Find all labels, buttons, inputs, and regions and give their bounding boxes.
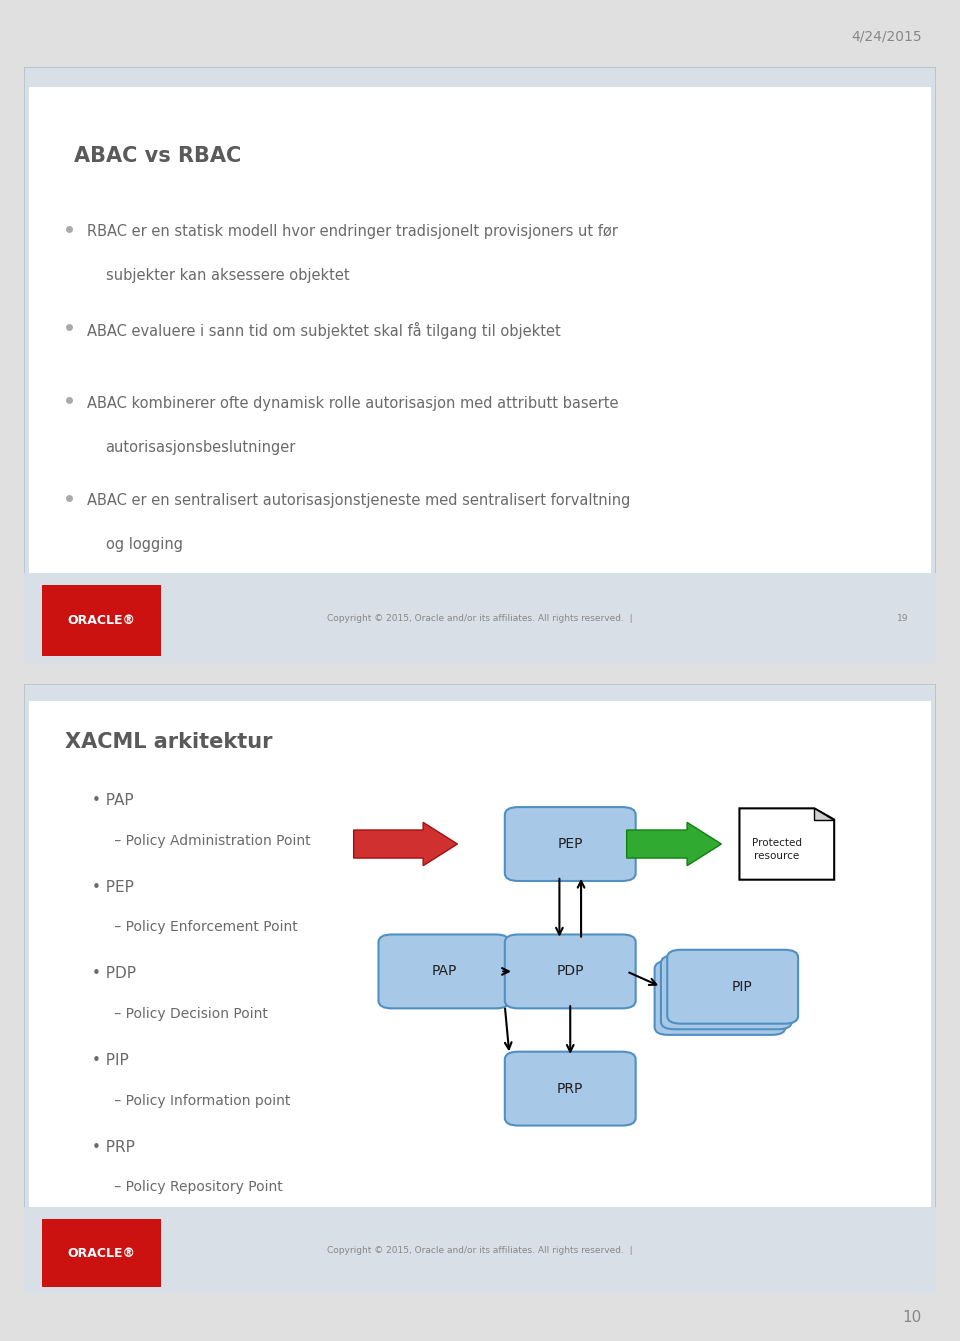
Text: ORACLE®: ORACLE® (67, 614, 135, 628)
Text: – Policy Administration Point: – Policy Administration Point (110, 834, 311, 848)
FancyBboxPatch shape (667, 949, 798, 1023)
Text: autorisasjonsbeslutninger: autorisasjonsbeslutninger (106, 440, 296, 455)
Text: • PIP: • PIP (92, 1053, 129, 1067)
Text: – Policy Information point: – Policy Information point (110, 1094, 290, 1108)
Text: • PAP: • PAP (92, 793, 133, 809)
FancyBboxPatch shape (24, 1207, 936, 1294)
FancyBboxPatch shape (655, 961, 785, 1035)
Text: – Policy Repository Point: – Policy Repository Point (110, 1180, 283, 1195)
Text: XACML arkitektur: XACML arkitektur (65, 732, 273, 752)
Text: PRP: PRP (557, 1082, 584, 1096)
Text: 19: 19 (898, 614, 908, 622)
FancyBboxPatch shape (29, 701, 931, 1211)
FancyArrow shape (627, 822, 721, 866)
Text: PDP: PDP (557, 964, 584, 979)
FancyBboxPatch shape (378, 935, 510, 1008)
Text: 4/24/2015: 4/24/2015 (851, 30, 922, 43)
FancyBboxPatch shape (24, 573, 936, 664)
Text: PAP: PAP (431, 964, 457, 979)
Text: RBAC er en statisk modell hvor endringer tradisjonelt provisjoners ut før: RBAC er en statisk modell hvor endringer… (87, 224, 618, 239)
Text: ABAC vs RBAC: ABAC vs RBAC (74, 146, 241, 166)
FancyBboxPatch shape (505, 935, 636, 1008)
Text: Copyright © 2015, Oracle and/or its affiliates. All rights reserved.  |: Copyright © 2015, Oracle and/or its affi… (327, 614, 633, 622)
FancyBboxPatch shape (29, 87, 931, 577)
FancyBboxPatch shape (42, 586, 160, 657)
Text: PEP: PEP (558, 837, 583, 852)
FancyBboxPatch shape (24, 684, 936, 1294)
Text: – Policy Decision Point: – Policy Decision Point (110, 1007, 268, 1021)
FancyArrow shape (353, 822, 457, 866)
Text: og logging: og logging (106, 538, 182, 552)
Text: • PEP: • PEP (92, 880, 133, 894)
Text: • PDP: • PDP (92, 967, 136, 982)
Text: ABAC kombinerer ofte dynamisk rolle autorisasjon med attributt baserte: ABAC kombinerer ofte dynamisk rolle auto… (87, 396, 619, 410)
Polygon shape (814, 809, 834, 819)
Text: • PRP: • PRP (92, 1140, 134, 1155)
FancyBboxPatch shape (42, 1219, 160, 1287)
Text: ABAC er en sentralisert autorisasjonstjeneste med sentralisert forvaltning: ABAC er en sentralisert autorisasjonstje… (87, 493, 631, 508)
Text: Copyright © 2015, Oracle and/or its affiliates. All rights reserved.  |: Copyright © 2015, Oracle and/or its affi… (327, 1246, 633, 1255)
Text: Protected
resource: Protected resource (752, 838, 802, 861)
FancyBboxPatch shape (505, 1051, 636, 1125)
Text: ORACLE®: ORACLE® (67, 1247, 135, 1259)
Text: subjekter kan aksessere objektet: subjekter kan aksessere objektet (106, 268, 349, 283)
Text: 10: 10 (902, 1310, 922, 1325)
FancyBboxPatch shape (660, 955, 792, 1030)
Text: – Policy Enforcement Point: – Policy Enforcement Point (110, 920, 298, 935)
Text: ABAC evaluere i sann tid om subjektet skal få tilgang til objektet: ABAC evaluere i sann tid om subjektet sk… (87, 322, 562, 339)
FancyBboxPatch shape (505, 807, 636, 881)
Polygon shape (739, 809, 834, 880)
FancyBboxPatch shape (24, 67, 936, 664)
Text: PIP: PIP (732, 980, 752, 994)
